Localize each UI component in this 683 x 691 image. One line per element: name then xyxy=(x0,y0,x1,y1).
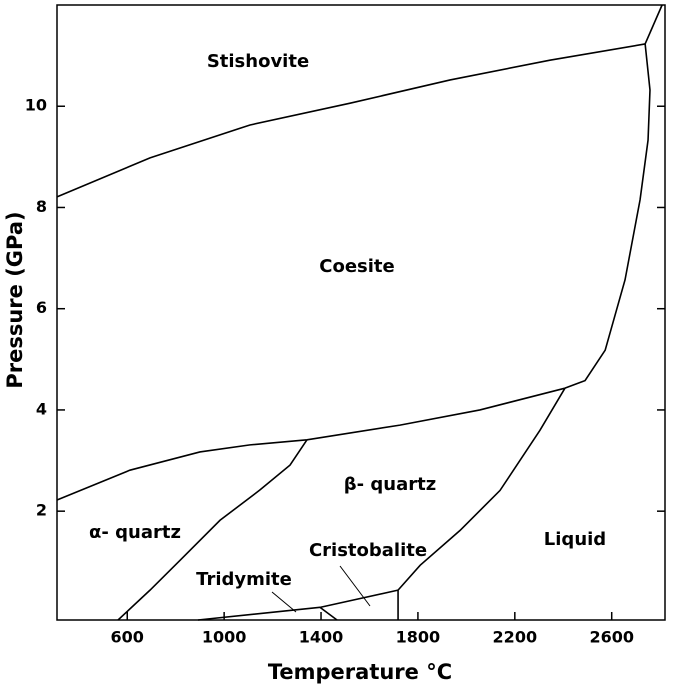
phase-boundary xyxy=(56,387,566,501)
x-tick-label: 2600 xyxy=(589,628,634,647)
phase-label: Coesite xyxy=(319,256,394,277)
phase-boundary xyxy=(197,589,399,621)
phase-label: Cristobalite xyxy=(309,540,427,561)
phase-boundary xyxy=(319,606,338,621)
x-tick-label: 1800 xyxy=(396,628,441,647)
x-tick-label: 600 xyxy=(111,628,144,647)
phase-label: β- quartz xyxy=(344,474,436,495)
y-tick-label: 10 xyxy=(25,96,47,115)
phase-label: Liquid xyxy=(544,529,606,550)
phase-label: Stishovite xyxy=(207,51,309,72)
y-tick-label: 2 xyxy=(36,501,47,520)
y-axis-label: Pressure (GPa) xyxy=(3,211,27,388)
plot-frame xyxy=(56,4,666,621)
x-axis-label: Temperature °C xyxy=(268,660,452,684)
phase-boundary xyxy=(397,387,566,591)
x-tick-label: 2200 xyxy=(493,628,538,647)
y-tick-label: 6 xyxy=(36,298,47,317)
x-tick-label: 1400 xyxy=(299,628,344,647)
phase-boundary xyxy=(564,43,651,389)
leader-line xyxy=(339,565,371,607)
y-tick-label: 4 xyxy=(36,399,47,418)
x-tick-label: 1000 xyxy=(202,628,247,647)
phase-boundary xyxy=(644,4,663,45)
phase-boundary xyxy=(117,439,308,621)
leader-line xyxy=(271,591,297,613)
phase-label: Tridymite xyxy=(196,569,292,590)
phase-label: α- quartz xyxy=(89,522,181,543)
phase-boundary xyxy=(56,43,646,198)
y-tick-label: 8 xyxy=(36,197,47,216)
